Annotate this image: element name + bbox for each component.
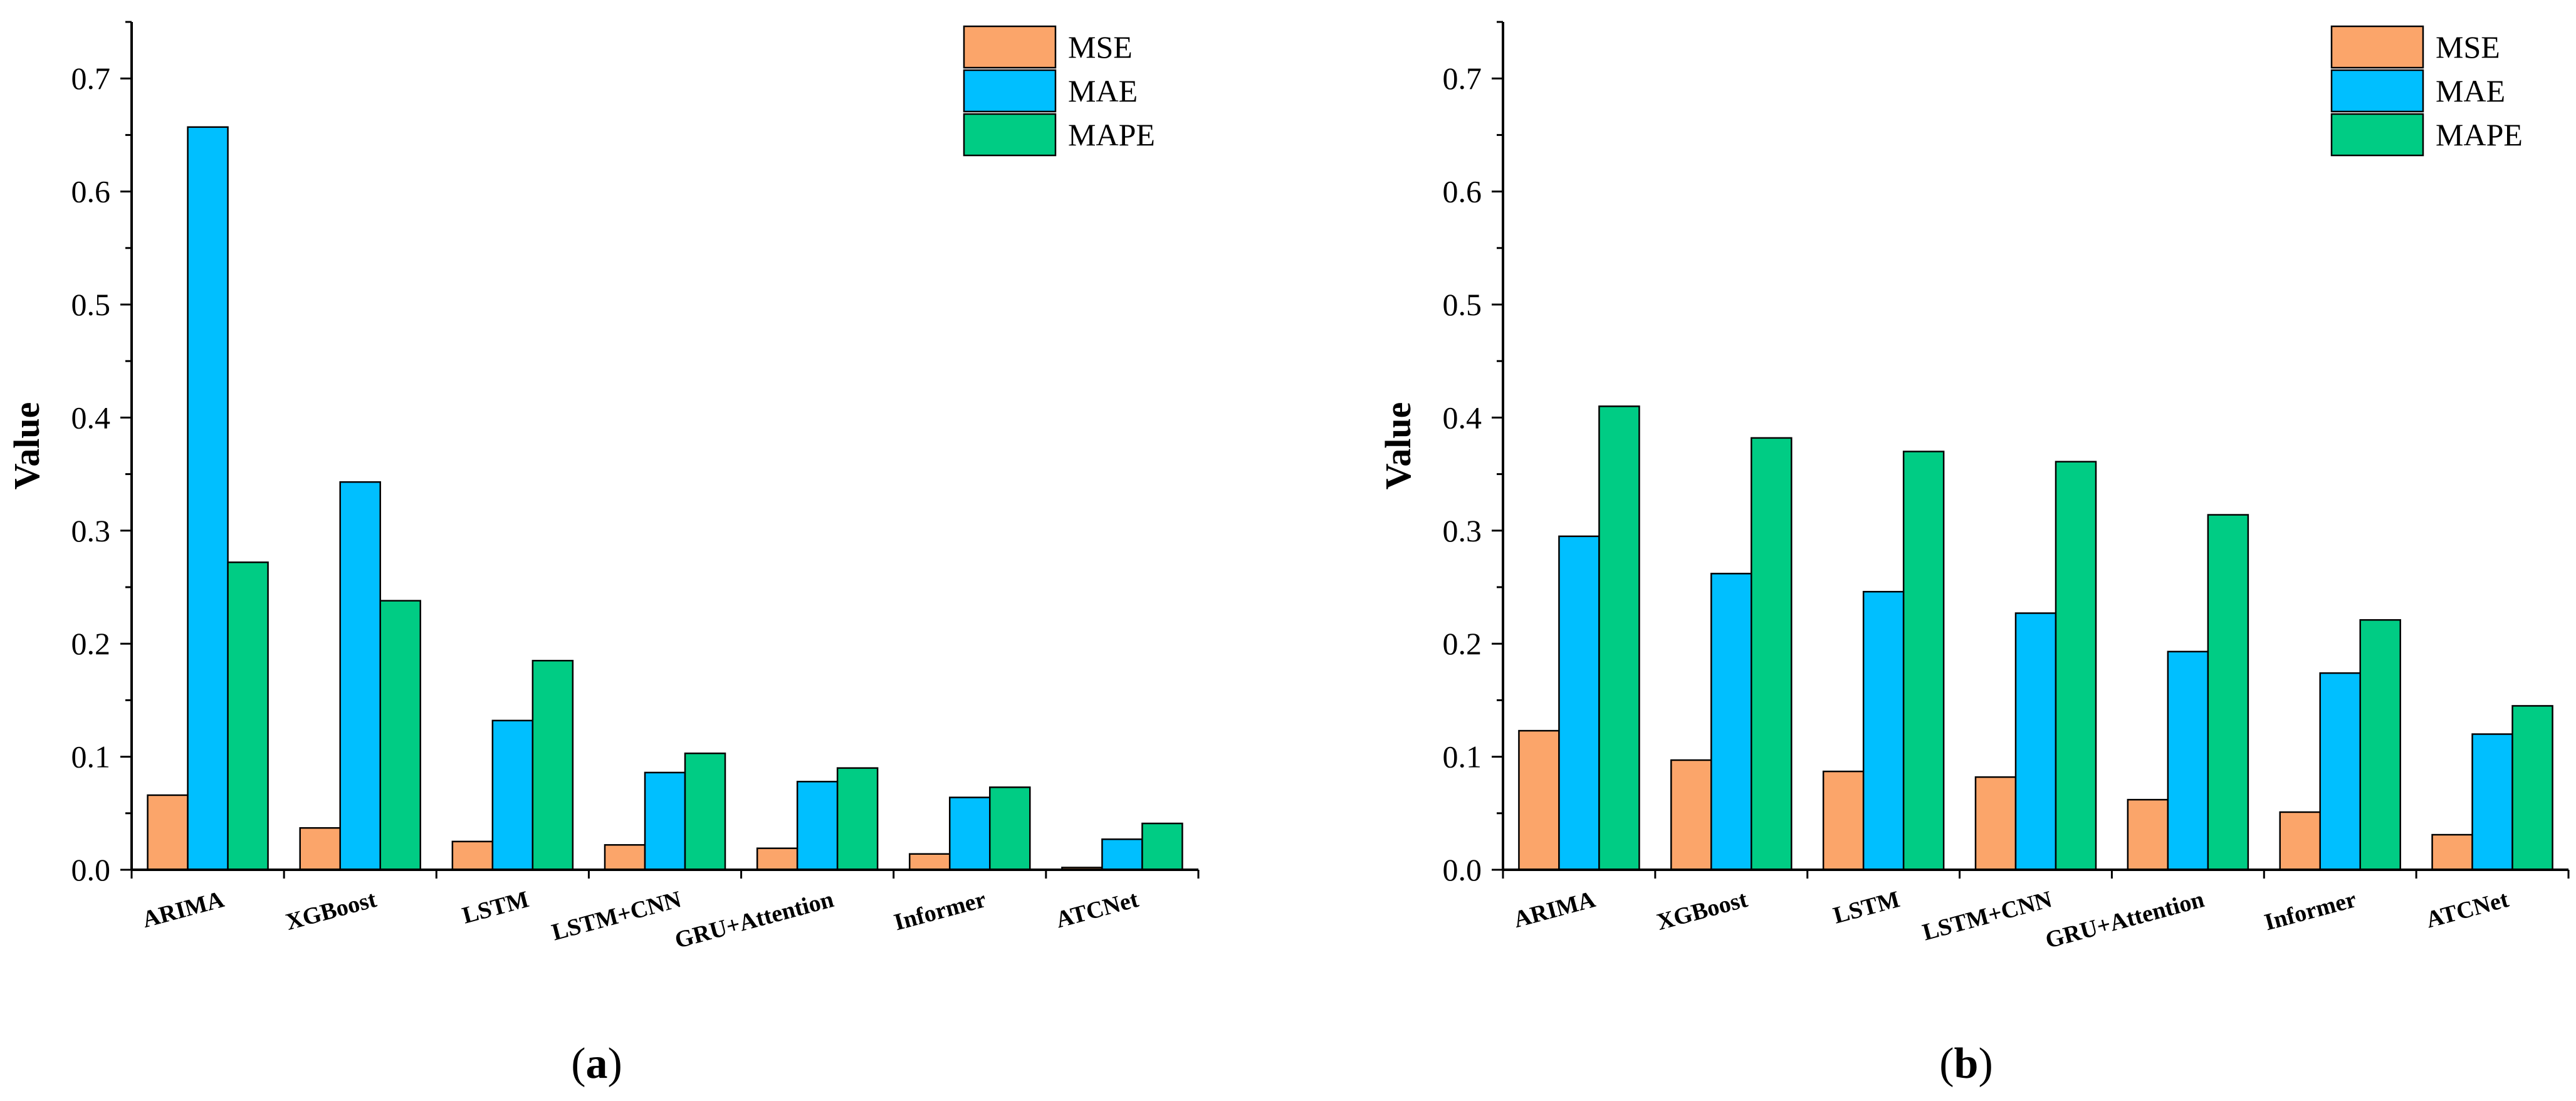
bar-mse-atcnet [2431,833,2473,871]
x-tick-label-xgboost: XGBoost [283,886,379,936]
y-tick-label: 0.1 [1443,739,1482,775]
y-axis-title: Value [1378,402,1418,490]
x-tick-label-atcnet: ATCNet [1053,886,1141,933]
bar-mae-informer [949,796,991,871]
bar-mape-atcnet [1141,822,1183,871]
x-tick-label-lstm-cnn: LSTM+CNN [549,886,684,946]
y-tick-label: 0.1 [71,739,111,775]
legend-label-mape: MAPE [2436,117,2523,152]
y-tick-label: 0.5 [1443,287,1482,322]
bar-mae-xgboost [1710,573,1752,871]
x-tick-label-arima: ARIMA [1511,886,1598,933]
bar-mape-gru-attention [2207,514,2249,871]
bar-mse-lstm [1822,770,1865,871]
x-tick-label-gru-attention: GRU+Attention [672,886,836,954]
bar-mae-lstm-cnn [644,771,686,871]
bar-mse-gru-attention [2127,798,2169,871]
bar-mape-atcnet [2511,705,2553,871]
bar-mape-arima [1598,405,1640,871]
y-tick-label: 0.7 [1443,61,1482,96]
x-tick-label-lstm-cnn: LSTM+CNN [1920,886,2055,946]
bar-mae-arima [1558,535,1600,871]
bar-mape-arima [227,561,269,871]
bar-mae-gru-attention [796,781,839,871]
y-tick-label: 0.2 [71,626,111,661]
chart-panel-a: 0.0 0.1 0.2 0.3 0.4 0.5 0.6 0.7 ARIMA XGBoost LSTM… [6,21,1200,1088]
y-tick-label: 0.0 [71,852,111,887]
x-tick-label-informer: Informer [891,886,989,936]
x-tick-label-xgboost: XGBoost [1654,886,1751,936]
bar-mape-xgboost [1751,437,1793,871]
bar-mae-atcnet [2471,733,2513,871]
bar-mape-lstm-cnn [684,752,726,871]
bar-mae-arima [187,126,229,871]
y-tick-label: 0.4 [71,400,111,435]
bar-mae-gru-attention [2167,650,2209,871]
legend-swatch-mse [963,25,1057,69]
bar-mse-xgboost [299,827,341,871]
bar-mae-lstm [1862,590,1905,871]
panel-caption: (a) [571,1040,622,1088]
legend-swatch-mae [963,69,1057,113]
bar-mape-lstm [1902,451,1945,871]
y-axis-title: Value [6,402,47,490]
bar-mape-lstm [531,660,574,871]
y-tick-label: 0.3 [71,513,111,548]
bar-mse-lstm [451,840,494,871]
legend-swatch-mae [2330,69,2424,113]
y-tick-label: 0.0 [1443,852,1482,887]
bar-mae-lstm-cnn [2014,612,2057,871]
bar-mape-lstm-cnn [2055,461,2097,871]
x-tick-label-lstm: LSTM [459,886,531,929]
panel-caption-letter: b [1954,1040,1979,1088]
y-tick-label: 0.3 [1443,513,1482,548]
legend-swatch-mape [963,113,1057,157]
x-tick-label-atcnet: ATCNet [2423,886,2511,933]
panel-caption-letter: a [586,1040,608,1088]
bar-mse-informer [2279,811,2321,871]
bar-mae-xgboost [339,481,381,871]
bar-mae-lstm [491,719,534,871]
legend-label-mape: MAPE [1068,117,1155,152]
y-tick-label: 0.5 [71,287,111,322]
x-tick-label-arima: ARIMA [140,886,228,933]
bar-mse-gru-attention [756,847,798,871]
bar-mse-arima [147,794,189,871]
legend: MSE MAE MAPE [963,25,1155,157]
bar-mse-lstm-cnn [1974,776,2017,871]
bar-mape-informer [2359,619,2401,871]
y-tick-label: 0.7 [71,61,111,96]
legend-label-mae: MAE [1068,73,1138,108]
x-tick-label-informer: Informer [2261,886,2359,936]
chart-panel-b: 0.0 0.1 0.2 0.3 0.4 0.5 0.6 0.7 ARIMA XGBoost LSTM… [1378,21,2570,1088]
y-tick-label: 0.4 [1443,400,1482,435]
legend-label-mae: MAE [2436,73,2505,108]
bar-mae-atcnet [1101,838,1143,871]
bar-mse-lstm-cnn [604,844,646,871]
legend-label-mse: MSE [1068,29,1133,65]
bar-mape-informer [989,786,1031,871]
bar-mape-gru-attention [836,767,879,871]
bar-mse-arima [1518,729,1560,871]
legend: MSE MAE MAPE [2330,25,2523,157]
x-tick-label-lstm: LSTM [1831,886,1903,929]
legend-label-mse: MSE [2436,29,2500,65]
x-tick-label-gru-attention: GRU+Attention [2043,886,2207,954]
y-tick-label: 0.6 [1443,174,1482,209]
panel-caption: (b) [1939,1040,1993,1088]
legend-swatch-mse [2330,25,2424,69]
bar-mse-xgboost [1670,759,1712,871]
legend-swatch-mape [2330,113,2424,157]
y-tick-label: 0.6 [71,174,111,209]
y-tick-label: 0.2 [1443,626,1482,661]
bar-mape-xgboost [379,600,421,871]
bar-mae-informer [2319,672,2361,871]
bar-mse-informer [909,853,951,871]
